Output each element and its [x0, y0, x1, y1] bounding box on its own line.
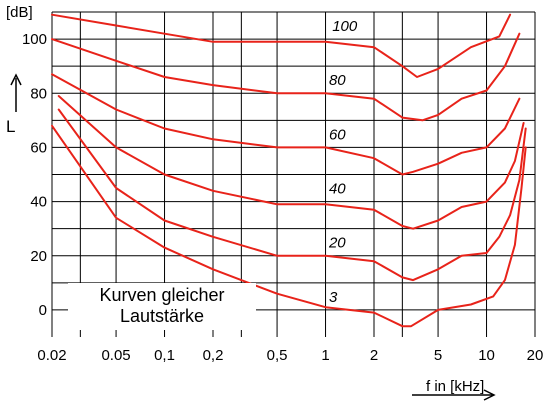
curve-100: [51, 13, 512, 78]
x-tick-label: 2: [370, 347, 378, 364]
x-tick-label: 0.02: [37, 347, 66, 364]
tick-labels: 0.02 0.05 0,1 0,2 0,5 1 2 5 10 20 0 20 40 60 80 100: [22, 31, 543, 364]
caption-line-1: Kurven gleicher: [99, 285, 225, 305]
curve-label-40: 40: [329, 180, 346, 197]
axis-labels: [dB] L f in [kHz]: [6, 4, 496, 401]
y-tick-label: 80: [30, 85, 47, 102]
x-axis-arrow: [412, 389, 496, 401]
x-tick-label: 1: [321, 347, 329, 364]
x-tick-label: 5: [434, 347, 442, 364]
curve-label-60: 60: [329, 126, 346, 143]
curve-labels: 100 80 60 40 20 3: [328, 18, 358, 306]
y-unit-label: [dB]: [6, 4, 33, 21]
curve-80: [51, 32, 521, 122]
curve-20: [57, 108, 527, 282]
curve-3: [51, 124, 527, 328]
x-tick-label: 0.05: [101, 347, 130, 364]
curve-label-3: 3: [329, 289, 338, 306]
curve-40: [57, 95, 525, 230]
curve-60: [51, 73, 521, 176]
y-tick-label: 100: [22, 31, 47, 48]
grid: [51, 11, 536, 337]
y-tick-label: 20: [30, 248, 47, 265]
y-tick-label: 60: [30, 139, 47, 156]
y-axis-label: L: [6, 117, 15, 136]
caption-line-2: Lautstärke: [119, 306, 205, 326]
x-tick-label: 0,2: [203, 347, 224, 364]
chart-caption: Kurven gleicher Lautstärke: [68, 283, 256, 330]
x-tick-label: 10: [478, 347, 495, 364]
x-tick-label: 0,5: [267, 347, 288, 364]
y-tick-label: 40: [30, 194, 47, 211]
y-axis-arrow: [10, 73, 22, 112]
curve-label-100: 100: [332, 18, 358, 35]
curve-label-80: 80: [329, 72, 346, 89]
series-curves: [51, 13, 527, 328]
x-axis-label: f in [kHz]: [426, 378, 484, 395]
x-tick-label: 20: [527, 347, 544, 364]
curve-label-20: 20: [328, 235, 346, 252]
y-tick-label: 0: [39, 302, 47, 319]
x-tick-label: 0,1: [154, 347, 175, 364]
